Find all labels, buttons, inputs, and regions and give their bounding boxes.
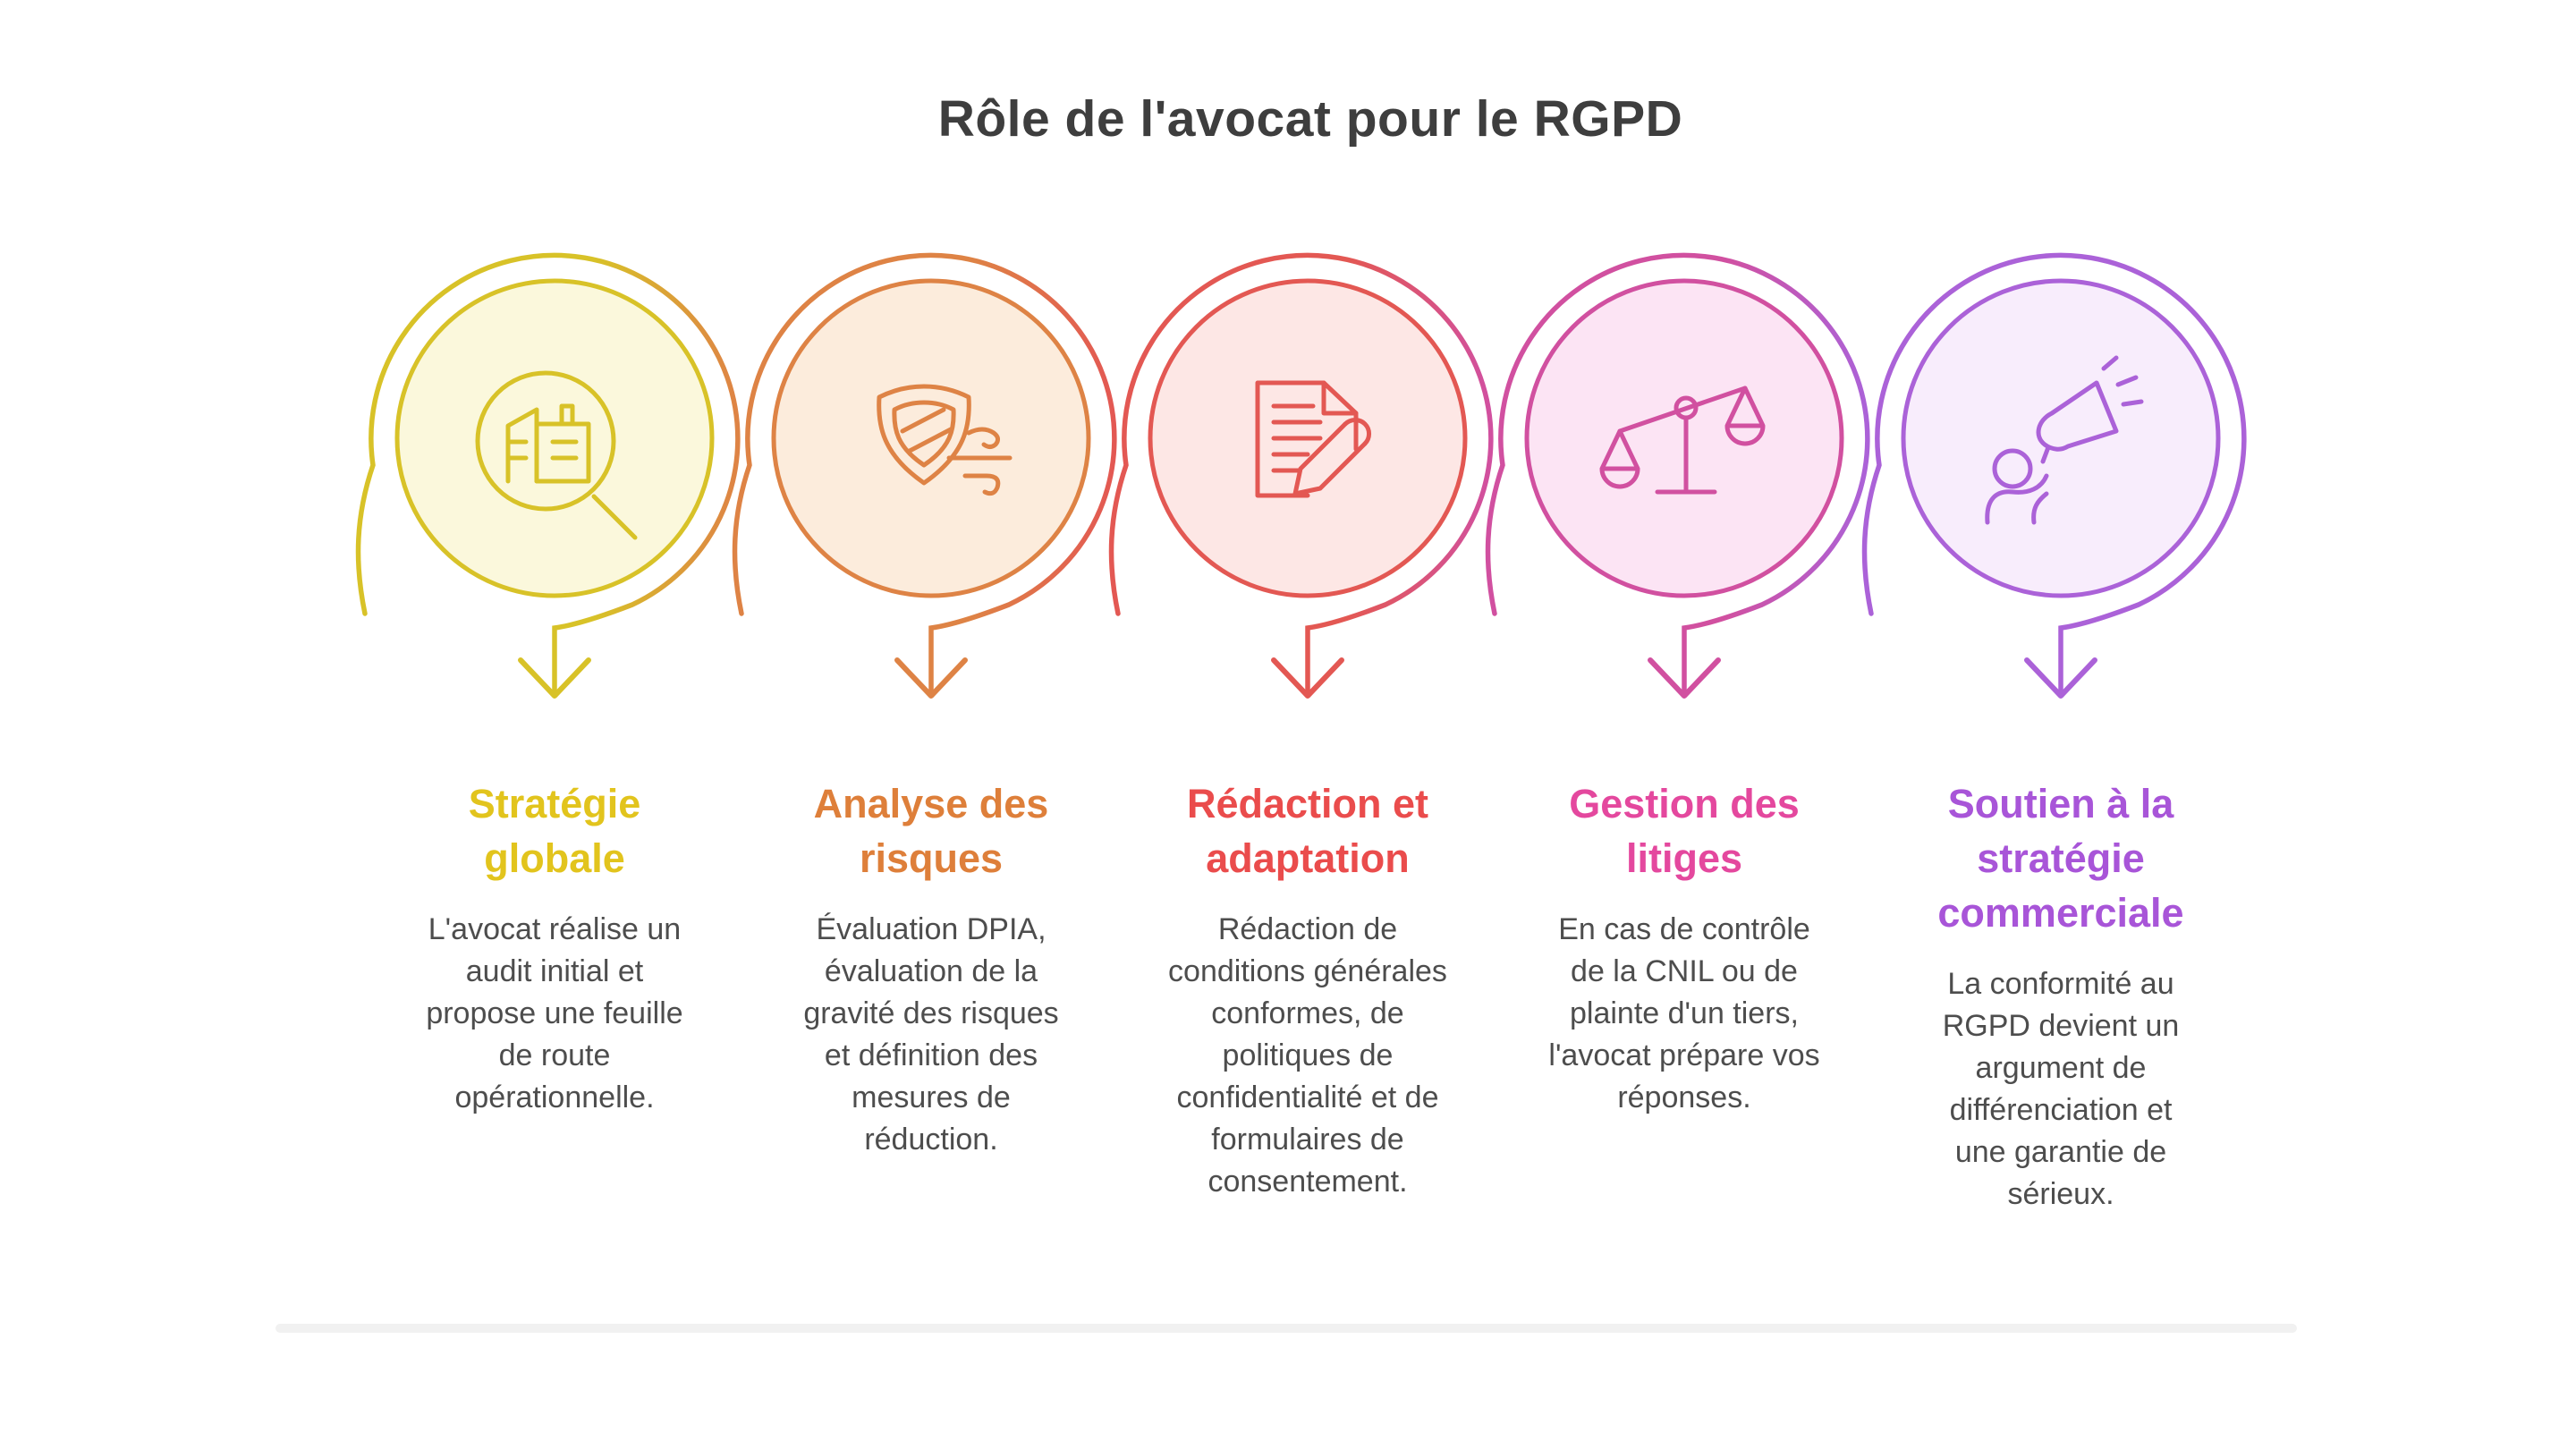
step-title: Stratégie globale [468,781,641,881]
down-arrow-head [894,657,968,699]
outer-ring-arrow [1485,252,1870,697]
step-circle-redaction-et-adaptation [1108,252,1494,699]
outer-ring-arrow [1861,252,2247,697]
shield-wind-icon [877,384,1013,496]
step-column-gestion-des-litiges: Gestion des litiges En cas de contrôle de… [1496,776,1872,1119]
step-circle-soutien-strategie-commerciale [1861,252,2247,699]
outer-ring-arrow [732,252,1117,697]
outer-ring-arrow [1108,252,1494,697]
step-title: Soutien à la stratégie commerciale [1937,781,2184,936]
step-column-soutien-strategie-commerciale: Soutien à la stratégie commerciale La con… [1873,776,2249,1216]
megaphone-person-icon [1985,355,2144,525]
down-arrow-head [2024,657,2097,699]
inner-circle [394,278,715,598]
step-title: Gestion des litiges [1569,781,1800,881]
step-description: Évaluation DPIA, évaluation de la gravit… [803,912,1059,1157]
step-description: L'avocat réalise un audit initial et pro… [426,912,683,1114]
step-description: Rédaction de conditions générales confor… [1168,912,1447,1199]
down-arrow-head [1271,657,1344,699]
step-description: La conformité au RGPD devient un argumen… [1942,967,2180,1211]
bottom-divider [275,1324,2297,1333]
step-title: Rédaction et adaptation [1186,781,1429,881]
inner-circle [1901,278,2221,598]
outer-ring-arrow [355,252,741,697]
step-column-analyse-des-risques: Analyse des risques Évaluation DPIA, éval… [743,776,1119,1161]
step-title: Analyse des risques [813,781,1049,881]
document-pencil-icon [1255,380,1372,498]
step-circle-strategie-globale [355,252,741,699]
step-column-redaction-et-adaptation: Rédaction et adaptation Rédaction de cond… [1120,776,1496,1203]
step-description: En cas de contrôle de la CNIL ou de plai… [1548,912,1820,1114]
scales-icon [1599,386,1766,495]
page-title: Rôle de l'avocat pour le RGPD [937,90,1683,148]
down-arrow-head [1648,657,1721,699]
step-circle-analyse-des-risques [732,252,1117,699]
down-arrow-head [518,657,591,699]
step-circle-gestion-des-litiges [1485,252,1870,699]
step-column-strategie-globale: Stratégie globale L'avocat réalise un aud… [367,776,742,1119]
audit-magnifier-icon [475,370,638,540]
